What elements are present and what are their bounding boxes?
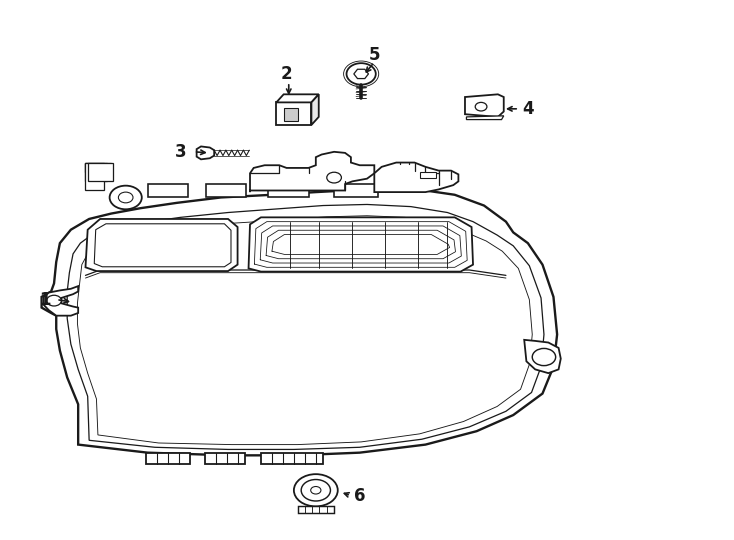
Polygon shape [77, 216, 532, 444]
Text: 3: 3 [175, 143, 186, 161]
Polygon shape [85, 163, 107, 181]
Polygon shape [148, 184, 188, 198]
Polygon shape [146, 453, 190, 464]
Text: 5: 5 [368, 46, 380, 64]
Circle shape [47, 295, 62, 306]
Polygon shape [44, 286, 78, 316]
Polygon shape [466, 116, 504, 119]
Circle shape [532, 348, 556, 366]
Polygon shape [354, 69, 368, 78]
Circle shape [109, 186, 142, 210]
Polygon shape [421, 172, 437, 178]
Polygon shape [465, 94, 504, 117]
Polygon shape [205, 453, 245, 464]
Polygon shape [206, 184, 247, 198]
Polygon shape [311, 94, 319, 125]
Circle shape [327, 172, 341, 183]
Polygon shape [87, 163, 113, 181]
Polygon shape [334, 184, 378, 198]
Polygon shape [85, 163, 103, 191]
Polygon shape [249, 218, 473, 272]
Polygon shape [276, 94, 319, 103]
Polygon shape [85, 163, 111, 172]
Text: 2: 2 [280, 65, 292, 83]
Polygon shape [269, 184, 308, 198]
Polygon shape [94, 224, 231, 267]
Polygon shape [250, 152, 374, 192]
Polygon shape [374, 163, 459, 192]
Circle shape [301, 480, 330, 501]
Polygon shape [68, 205, 544, 449]
Polygon shape [297, 507, 334, 513]
Circle shape [346, 63, 376, 85]
Text: 1: 1 [40, 291, 51, 308]
Circle shape [294, 474, 338, 507]
Polygon shape [261, 453, 323, 464]
Polygon shape [197, 146, 214, 159]
Polygon shape [524, 340, 561, 373]
Circle shape [475, 103, 487, 111]
Polygon shape [85, 219, 238, 271]
Text: 4: 4 [522, 100, 534, 118]
Polygon shape [42, 190, 557, 455]
Polygon shape [276, 103, 311, 125]
Text: 6: 6 [354, 487, 366, 505]
Circle shape [118, 192, 133, 203]
Circle shape [310, 487, 321, 494]
Polygon shape [283, 108, 298, 120]
